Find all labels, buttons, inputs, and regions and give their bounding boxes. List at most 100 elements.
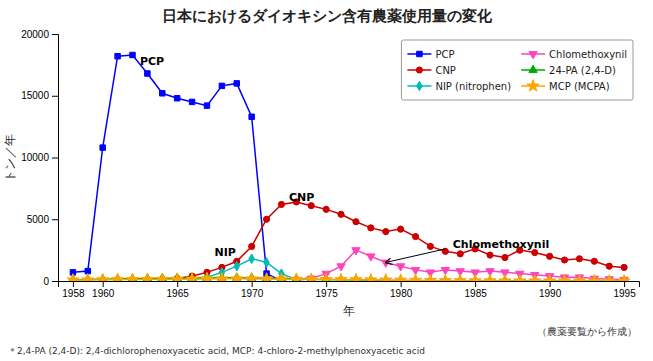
legend-swatch-marker	[527, 80, 539, 91]
x-tick: 1980	[390, 281, 413, 299]
point	[484, 274, 496, 281]
x-tick-label: 1970	[241, 288, 264, 299]
point	[499, 275, 511, 281]
point	[514, 275, 526, 281]
point	[573, 275, 585, 281]
legend-label: MCP (MCPA)	[549, 81, 610, 92]
legend-swatch-marker	[529, 65, 537, 72]
point	[424, 274, 436, 281]
point	[249, 243, 255, 249]
point	[395, 274, 407, 281]
point	[382, 260, 390, 267]
point	[529, 275, 541, 281]
title: 日本におけるダイオキシン含有農薬使用量の変化	[162, 7, 493, 25]
point	[337, 264, 345, 271]
point	[338, 211, 344, 217]
point	[97, 273, 109, 281]
point	[231, 273, 243, 281]
point	[383, 229, 389, 235]
point	[502, 254, 508, 260]
point	[398, 226, 404, 232]
point	[263, 216, 269, 222]
y-axis: 0 5000 10000 15000 20000	[21, 29, 58, 287]
y-tick-label: 5000	[27, 214, 50, 225]
point	[457, 251, 463, 257]
x-tick-label: 1965	[167, 288, 190, 299]
point	[249, 114, 254, 119]
series-line	[73, 278, 624, 281]
point	[352, 248, 360, 255]
legend-item: Chlomethoxynil	[521, 49, 627, 60]
x-tick-label: 1990	[539, 288, 562, 299]
point	[350, 273, 362, 281]
point	[261, 273, 273, 281]
x-tick-mark	[624, 281, 625, 287]
point	[588, 275, 600, 281]
annotation: Chlomethoxynil	[453, 238, 549, 251]
y-tick-label: 0	[43, 276, 49, 287]
x-axis: 195819601965197019751980198519901995	[59, 281, 640, 299]
point	[278, 201, 284, 207]
point	[219, 83, 224, 88]
point	[115, 53, 120, 58]
legend-item: MCP (MCPA)	[521, 80, 610, 92]
point	[156, 273, 168, 281]
y-tick-mark	[52, 281, 58, 282]
x-tick-label: 1958	[62, 288, 85, 299]
x-tick-mark	[73, 281, 74, 287]
y-tick: 20000	[21, 29, 58, 40]
legend-swatch-marker	[417, 81, 422, 90]
point	[160, 91, 165, 96]
point	[621, 264, 627, 270]
point	[380, 274, 392, 281]
point	[249, 254, 254, 263]
point	[368, 225, 374, 231]
point	[412, 233, 418, 239]
x-tick: 1965	[167, 281, 190, 299]
legend-item: 24-PA (2,4-D)	[521, 65, 616, 76]
legend-label: PCP	[435, 49, 454, 60]
series-line	[177, 202, 624, 279]
legend-swatch-marker	[416, 67, 422, 73]
legend: PCPCNPNIP (nitrophen)Chlomethoxynil24-PA…	[401, 40, 633, 100]
point	[216, 273, 228, 281]
point	[82, 274, 94, 281]
legend-box	[401, 40, 633, 100]
point	[544, 275, 556, 281]
y-tick-mark	[52, 219, 58, 220]
point	[171, 273, 183, 281]
x-tick: 1995	[613, 281, 636, 299]
point	[201, 273, 213, 281]
legend-label: NIP (nitrophen)	[435, 81, 511, 92]
x-tick: 1975	[316, 281, 339, 299]
point	[112, 273, 124, 281]
y-tick-mark	[52, 158, 58, 159]
y-tick: 5000	[27, 214, 58, 225]
x-tick: 1958	[62, 281, 85, 299]
legend-item: PCP	[407, 49, 454, 60]
point	[323, 206, 329, 212]
annotation: CNP	[289, 191, 314, 204]
footnote: （農薬要覧から作成）	[537, 326, 637, 337]
series	[292, 248, 628, 281]
y-tick-label: 15000	[21, 90, 49, 101]
x-axis-line	[59, 282, 640, 288]
y-tick: 10000	[21, 152, 58, 163]
point	[234, 81, 239, 86]
y-tick-label: 10000	[21, 152, 49, 163]
x-axis-title: 年	[343, 304, 355, 318]
y-tick-mark	[52, 96, 58, 97]
x-tick: 1970	[241, 281, 264, 299]
point	[174, 95, 179, 100]
point	[145, 71, 150, 76]
legend-label: Chlomethoxynil	[549, 49, 627, 60]
series	[70, 52, 284, 281]
point	[427, 243, 433, 249]
annotation: NIP	[214, 246, 235, 259]
legend-label: 24-PA (2,4-D)	[549, 65, 616, 76]
point	[186, 273, 198, 281]
point	[100, 145, 105, 150]
point	[126, 273, 138, 281]
legend-swatch-marker	[417, 51, 422, 56]
y-tick-label: 20000	[21, 29, 49, 40]
